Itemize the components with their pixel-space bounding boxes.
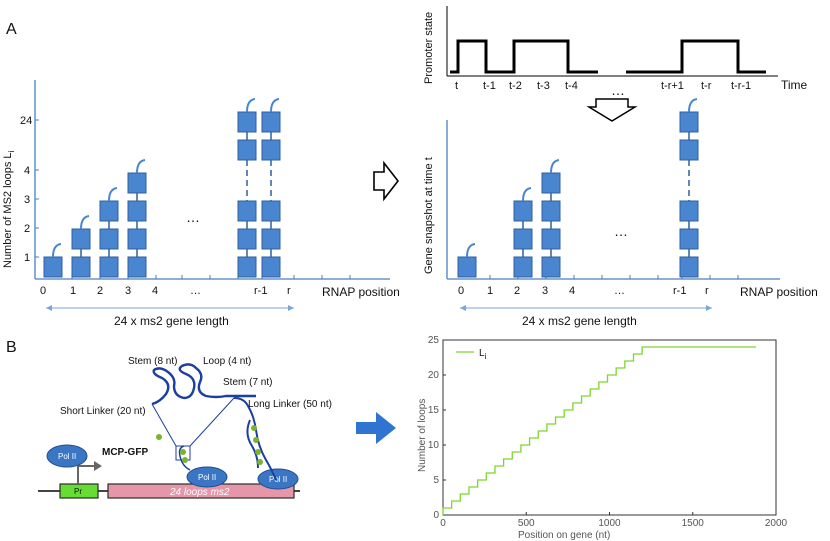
- li-series-line: [442, 346, 757, 515]
- pol-ii-label: Pol II: [269, 475, 287, 484]
- stem-8-label: Stem (8 nt): [128, 356, 177, 367]
- rnap-stack: [679, 98, 699, 278]
- promoter-state-plot: Promoter state t t-1 t-2 t-3 t-4 … t-r+1…: [423, 6, 808, 98]
- time-tick: t-4: [565, 80, 578, 92]
- pol-ii-label: Pol II: [58, 452, 76, 461]
- time-tick: t-2: [509, 80, 522, 92]
- long-linker-label: Long Linker (50 nt): [248, 399, 332, 410]
- left-ytick: 4: [24, 165, 30, 177]
- left-ytick: 2: [24, 223, 30, 235]
- y-tick-label: 0: [433, 510, 439, 521]
- snapshot-y-label: Gene snapshot at time t: [423, 157, 435, 274]
- chart-y-label: Number of loops: [417, 399, 428, 472]
- chart-x-label: Position on gene (nt): [518, 530, 610, 541]
- snapshot-xtick: 4: [569, 285, 575, 297]
- rnap-stack: [127, 159, 147, 278]
- x-tick-label: 1000: [598, 518, 621, 529]
- gene-snapshot-plot: Gene snapshot at time t 0 1 2 3 4 … r-1 …: [423, 98, 818, 328]
- time-tick: t-3: [537, 80, 550, 92]
- left-x-label: RNAP position: [322, 285, 400, 299]
- left-xtick: 1: [70, 285, 76, 297]
- short-linker-label: Short Linker (20 nt): [60, 406, 146, 417]
- rnap-stack: [71, 215, 91, 278]
- snapshot-x-label: RNAP position: [740, 285, 818, 299]
- panel-a-label: A: [6, 21, 17, 38]
- y-tick-label: 20: [428, 370, 440, 381]
- left-ytick: 24: [20, 115, 32, 127]
- time-tick: t-r: [701, 80, 712, 92]
- rnap-stack: [261, 98, 281, 278]
- pol-ii-free: [46, 444, 88, 468]
- x-tick-label: 1500: [682, 518, 705, 529]
- ms2-construct-diagram: Pr 24 loops ms2 Pol II Pol II Pol II MCP…: [38, 356, 332, 499]
- time-tick: t: [455, 80, 458, 92]
- blue-right-arrow-icon: [356, 412, 396, 444]
- time-tick: t-1: [483, 80, 496, 92]
- promoter-label: Pr: [74, 487, 82, 496]
- left-ytick: 1: [24, 252, 30, 264]
- x-tick-label: 2000: [765, 518, 788, 529]
- left-xtick: 4: [152, 285, 158, 297]
- panel-b-label: B: [6, 339, 17, 356]
- snapshot-xtick: …: [614, 285, 625, 297]
- loops-vs-position-chart: 0 500 1000 1500 2000 0 5 10 15 20 25 Li Number of …: [417, 335, 788, 541]
- snapshot-xtick: r: [705, 285, 709, 297]
- left-dots: …: [186, 209, 200, 225]
- rnap-stack: [99, 187, 119, 278]
- snapshot-xtick: 2: [514, 285, 520, 297]
- left-xtick: …: [190, 285, 201, 297]
- chart-frame: [442, 339, 777, 516]
- y-tick-label: 25: [428, 335, 440, 346]
- rnap-stack: [43, 243, 63, 278]
- snapshot-xtick: 3: [542, 285, 548, 297]
- snapshot-xtick: r-1: [673, 285, 686, 297]
- left-xtick: 2: [97, 285, 103, 297]
- x-tick-label: 500: [518, 518, 535, 529]
- rnap-stack: [541, 159, 561, 278]
- left-ms2-plot: 1 2 3 4 24 Number of MS2 loops Li 0 1 2 …: [2, 80, 400, 328]
- snapshot-dots: …: [614, 223, 628, 239]
- left-span-label: 24 x ms2 gene length: [114, 314, 229, 328]
- left-xtick: 0: [40, 285, 46, 297]
- loop-4-label: Loop (4 nt): [203, 356, 251, 367]
- mcp-gfp-label: MCP-GFP: [102, 447, 148, 458]
- time-label: Time: [781, 78, 808, 92]
- pol-ii-label: Pol II: [198, 473, 216, 482]
- rnap-stack: [237, 98, 257, 278]
- y-tick-label: 15: [428, 405, 440, 416]
- snapshot-xtick: 1: [487, 285, 493, 297]
- time-tick: …: [611, 82, 625, 98]
- time-tick: t-r-1: [731, 80, 751, 92]
- stem-7-label: Stem (7 nt): [223, 377, 272, 388]
- left-xtick: r: [287, 285, 291, 297]
- rnap-stack: [513, 187, 533, 278]
- snapshot-span-label: 24 x ms2 gene length: [522, 314, 637, 328]
- promoter-y-label: Promoter state: [423, 12, 435, 84]
- x-tick-label: 0: [440, 518, 446, 529]
- snapshot-xtick: 0: [458, 285, 464, 297]
- left-xtick: r-1: [254, 285, 267, 297]
- y-tick-label: 10: [428, 440, 440, 451]
- left-y-label: Number of MS2 loops Li: [2, 150, 16, 268]
- gene-label: 24 loops ms2: [169, 487, 230, 498]
- hollow-right-arrow-icon: [373, 160, 400, 202]
- y-tick-label: 5: [433, 475, 439, 486]
- hollow-down-arrow-icon: [586, 98, 638, 122]
- time-tick: t-r+1: [661, 80, 684, 92]
- rnap-stack: [457, 243, 477, 278]
- left-xtick: 3: [125, 285, 131, 297]
- legend-label: Li: [479, 348, 487, 361]
- left-ytick: 3: [24, 194, 30, 206]
